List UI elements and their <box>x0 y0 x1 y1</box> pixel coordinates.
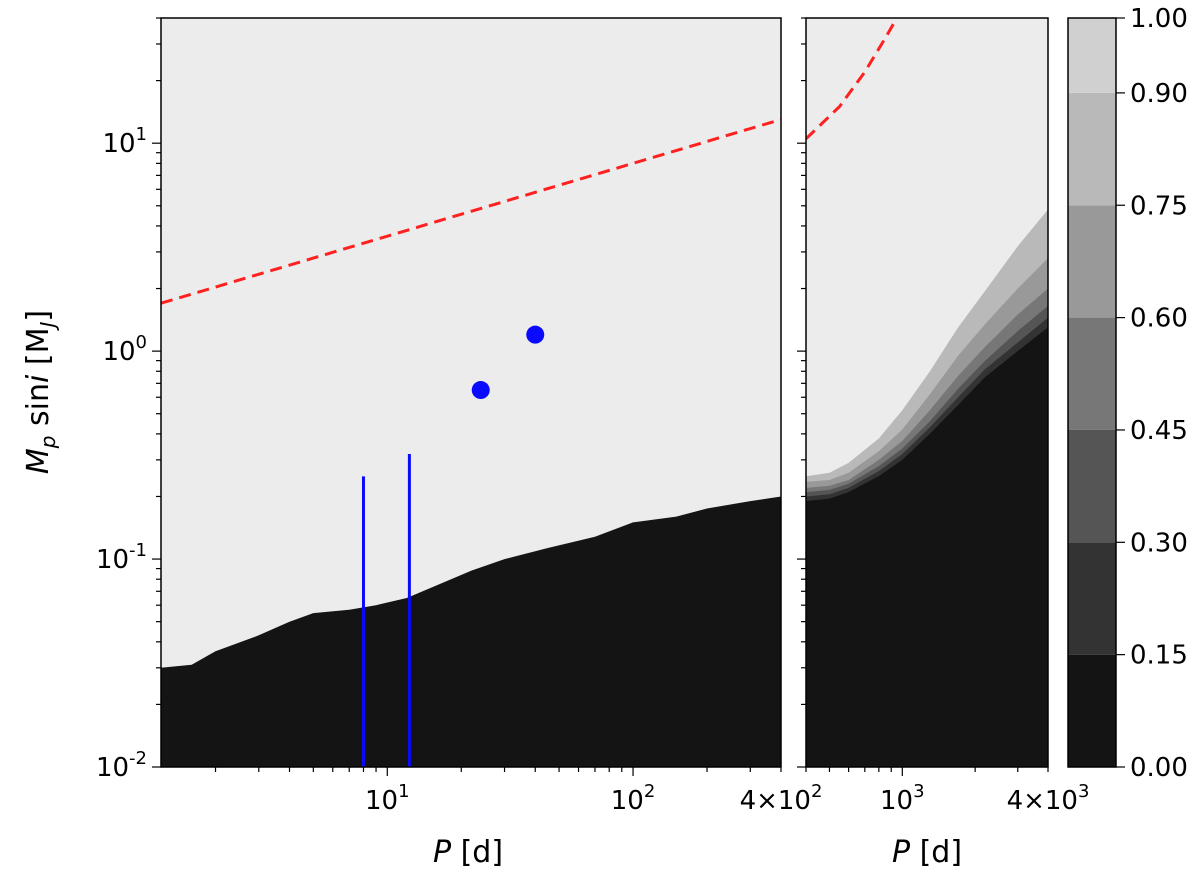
left-panel: 101 102 4×102 10-2 10-1 100 101 <box>96 17 823 816</box>
right-dashed-line <box>806 18 899 140</box>
colorbar-tick-label-7: 1.00 <box>1130 4 1188 34</box>
left-x-ticks: 101 102 4×102 <box>214 767 823 816</box>
colorbar-band-2 <box>1068 429 1116 543</box>
planet-markers <box>471 325 545 400</box>
y-axis-label: Mp sini [MJ] <box>21 310 60 474</box>
colorbar-tick-label-6: 0.90 <box>1130 79 1188 109</box>
colorbar-tick-label-1: 0.15 <box>1130 641 1188 671</box>
minimum-mass-lines <box>361 454 411 767</box>
colorbar-tick-label-2: 0.30 <box>1130 528 1188 558</box>
right-y-ticks <box>797 17 806 768</box>
colorbar-band-3 <box>1068 317 1116 430</box>
right-panel: 103 4×103 <box>797 17 1090 816</box>
y-tick-label-1: 10-1 <box>96 540 147 575</box>
colorbar-tick-label-4: 0.60 <box>1130 304 1188 334</box>
right-detection-contours <box>806 209 1048 767</box>
left-dashed-line <box>161 118 781 305</box>
y-tick-label-3: 101 <box>102 124 147 159</box>
left-x-label-2: 4×102 <box>740 781 823 816</box>
left-x-label-1: 102 <box>611 781 656 816</box>
colorbar-tick-label-3: 0.45 <box>1130 416 1188 446</box>
right-axes-frame <box>805 17 1049 768</box>
y-tick-label-0: 10-2 <box>96 748 147 783</box>
right-x-label-1: 4×103 <box>1007 781 1090 816</box>
y-tick-label-2: 100 <box>102 332 147 367</box>
colorbar-band-0 <box>1068 654 1116 767</box>
colorbar-band-6 <box>1068 18 1116 93</box>
colorbar-frame <box>1067 17 1117 768</box>
colorbar-ticks: 0.00 0.15 0.30 0.45 0.60 0.75 0.90 1.00 <box>1116 4 1188 783</box>
colorbar: 0.00 0.15 0.30 0.45 0.60 0.75 0.90 1.00 <box>1067 4 1188 783</box>
colorbar-tick-label-0: 0.00 <box>1130 753 1188 783</box>
left-x-label-0: 101 <box>365 781 410 816</box>
colorbar-band-4 <box>1068 205 1116 318</box>
left-x-axis-label: P [d] <box>433 835 503 870</box>
left-y-ticks: 10-2 10-1 100 101 <box>96 17 161 783</box>
right-x-ticks: 103 4×103 <box>805 767 1090 816</box>
left-undetectable-region <box>161 496 781 767</box>
colorbar-band-5 <box>1068 92 1116 206</box>
right-x-label-0: 103 <box>880 781 925 816</box>
right-x-axis-label: P [d] <box>892 835 962 870</box>
planet-marker-1 <box>526 325 545 344</box>
colorbar-tick-label-5: 0.75 <box>1130 191 1188 221</box>
colorbar-bands <box>1068 18 1116 767</box>
colorbar-band-1 <box>1068 542 1116 655</box>
left-axes-frame <box>160 17 782 768</box>
planet-marker-0 <box>471 381 490 400</box>
contour-band-lowest <box>806 327 1048 767</box>
